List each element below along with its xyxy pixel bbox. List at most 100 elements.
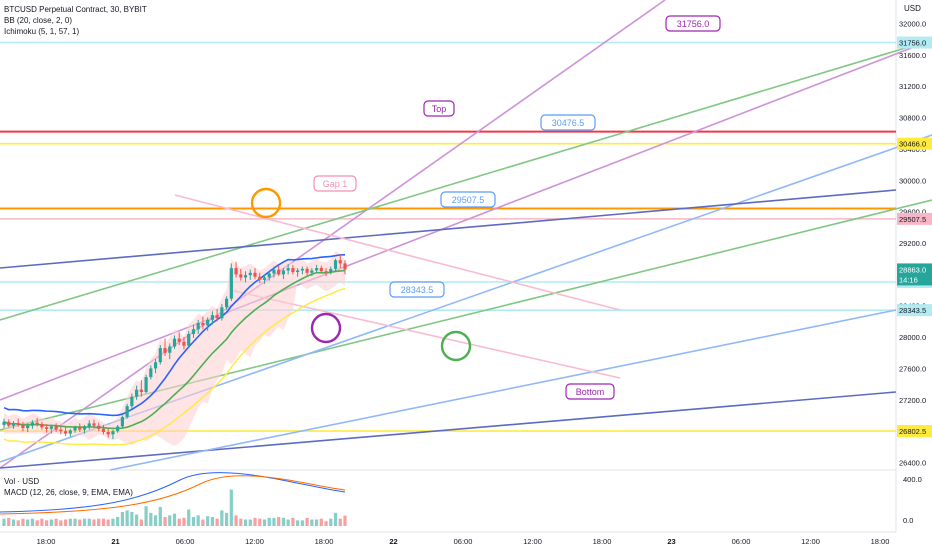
volume-bar bbox=[87, 518, 91, 526]
trend-line-0 bbox=[0, 0, 666, 469]
y-tick-label: 28000.0 bbox=[899, 333, 926, 342]
x-tick-label: 18:00 bbox=[37, 537, 56, 546]
candle-body bbox=[329, 268, 333, 273]
volume-bar bbox=[291, 517, 295, 526]
level-axis-badge bbox=[897, 304, 932, 317]
candle-body bbox=[324, 271, 328, 273]
callout-label: Gap 1 bbox=[323, 179, 348, 189]
candle-body bbox=[101, 428, 106, 432]
candle-body bbox=[40, 424, 44, 428]
callout-box bbox=[389, 281, 445, 298]
candle-body bbox=[343, 263, 347, 270]
level-axis-label: 30466.0 bbox=[899, 140, 926, 149]
callout-box bbox=[565, 383, 615, 400]
volume-bar bbox=[101, 518, 106, 526]
candle-body bbox=[201, 322, 205, 326]
candle-body bbox=[291, 268, 295, 273]
volume-bar bbox=[215, 518, 219, 526]
candle-body bbox=[92, 423, 96, 426]
y-tick-label: 30000.0 bbox=[899, 176, 926, 185]
candle-body bbox=[7, 421, 11, 426]
x-tick-label: 06:00 bbox=[454, 537, 473, 546]
candle-body bbox=[30, 422, 35, 426]
emoji-marker-icon bbox=[310, 312, 342, 344]
bb-indicator-label[interactable]: BB (20, close, 2, 0) bbox=[4, 16, 73, 25]
volume-bar bbox=[277, 517, 281, 526]
volume-bar bbox=[262, 519, 267, 526]
candle-body bbox=[2, 421, 6, 425]
x-tick-label: 23 bbox=[667, 537, 675, 546]
candle-body bbox=[191, 329, 196, 334]
volume-bar bbox=[258, 518, 262, 526]
ichimoku-indicator-label[interactable]: Ichimoku (5, 1, 57, 1) bbox=[4, 27, 80, 36]
x-tick-label: 06:00 bbox=[732, 537, 751, 546]
y-tick-label: 29200.0 bbox=[899, 239, 926, 248]
volume-label[interactable]: Vol · USD bbox=[4, 477, 40, 486]
bb-upper-band bbox=[3, 253, 346, 417]
y-tick-label: 29600.0 bbox=[899, 208, 926, 217]
x-tick-label: 12:00 bbox=[523, 537, 542, 546]
volume-bar bbox=[300, 520, 304, 526]
trend-line-5 bbox=[0, 189, 897, 269]
lower-axis-label: 0.0 bbox=[903, 516, 913, 525]
callout-label: 30476.5 bbox=[552, 118, 585, 128]
volume-bar bbox=[63, 519, 68, 526]
current-price-label: 28863.0 bbox=[899, 265, 926, 274]
volume-bar bbox=[125, 510, 129, 526]
level-axis-label: 28343.5 bbox=[899, 306, 926, 315]
level-axis-label: 29507.5 bbox=[899, 215, 926, 224]
candle-body bbox=[220, 307, 224, 319]
volume-bar bbox=[78, 519, 82, 526]
candle-body bbox=[253, 272, 257, 277]
candle-body bbox=[215, 315, 219, 319]
volume-bar bbox=[243, 519, 248, 526]
level-axis-label: 31756.0 bbox=[899, 39, 926, 48]
volume-bar bbox=[191, 517, 196, 526]
volume-bar bbox=[30, 518, 35, 526]
volume-bar bbox=[97, 518, 101, 526]
volume-bar bbox=[329, 518, 333, 526]
callout-label: 31756.0 bbox=[677, 19, 710, 29]
candle-body bbox=[45, 427, 49, 429]
volume-bar bbox=[49, 519, 53, 526]
x-tick-label: 22 bbox=[389, 537, 397, 546]
candle-body bbox=[196, 322, 200, 330]
volume-bar bbox=[7, 517, 11, 526]
candle-body bbox=[16, 423, 20, 425]
volume-bar bbox=[163, 517, 167, 526]
callout-box bbox=[665, 15, 721, 32]
volume-bar bbox=[220, 510, 224, 526]
candle-body bbox=[168, 346, 172, 353]
volume-bar bbox=[92, 519, 96, 526]
volume-bar bbox=[59, 520, 63, 526]
symbol-title[interactable]: BTCUSD Perpetual Contract, 30, BYBIT bbox=[4, 5, 147, 14]
lower-pane-legend: Vol · USD MACD (12, 26, close, 9, EMA, E… bbox=[4, 476, 133, 498]
x-tick-label: 18:00 bbox=[315, 537, 334, 546]
candle-body bbox=[135, 389, 139, 397]
candle-body bbox=[158, 348, 162, 363]
candle-body bbox=[239, 274, 243, 278]
candle-body bbox=[21, 424, 25, 429]
callout-box bbox=[440, 191, 496, 208]
candle-body bbox=[26, 425, 30, 429]
candle-body bbox=[206, 319, 210, 326]
trend-line-9 bbox=[229, 289, 621, 379]
volume-bar bbox=[40, 518, 44, 526]
x-tick-label: 21 bbox=[111, 537, 119, 546]
candle-body bbox=[243, 275, 248, 278]
macd-signal-line bbox=[0, 475, 346, 515]
trend-line-1 bbox=[0, 39, 932, 401]
volume-bar bbox=[239, 518, 243, 526]
callout-label: Top bbox=[432, 104, 447, 114]
volume-bar bbox=[172, 513, 177, 526]
candle-body bbox=[296, 270, 300, 273]
trend-line-8 bbox=[174, 194, 621, 311]
candle-body bbox=[54, 426, 58, 430]
macd-label[interactable]: MACD (12, 26, close, 9, EMA, EMA) bbox=[4, 488, 133, 497]
volume-bar bbox=[338, 518, 342, 526]
ichimoku-lagging-line bbox=[3, 288, 346, 446]
chart-legend: BTCUSD Perpetual Contract, 30, BYBIT BB … bbox=[4, 4, 147, 37]
